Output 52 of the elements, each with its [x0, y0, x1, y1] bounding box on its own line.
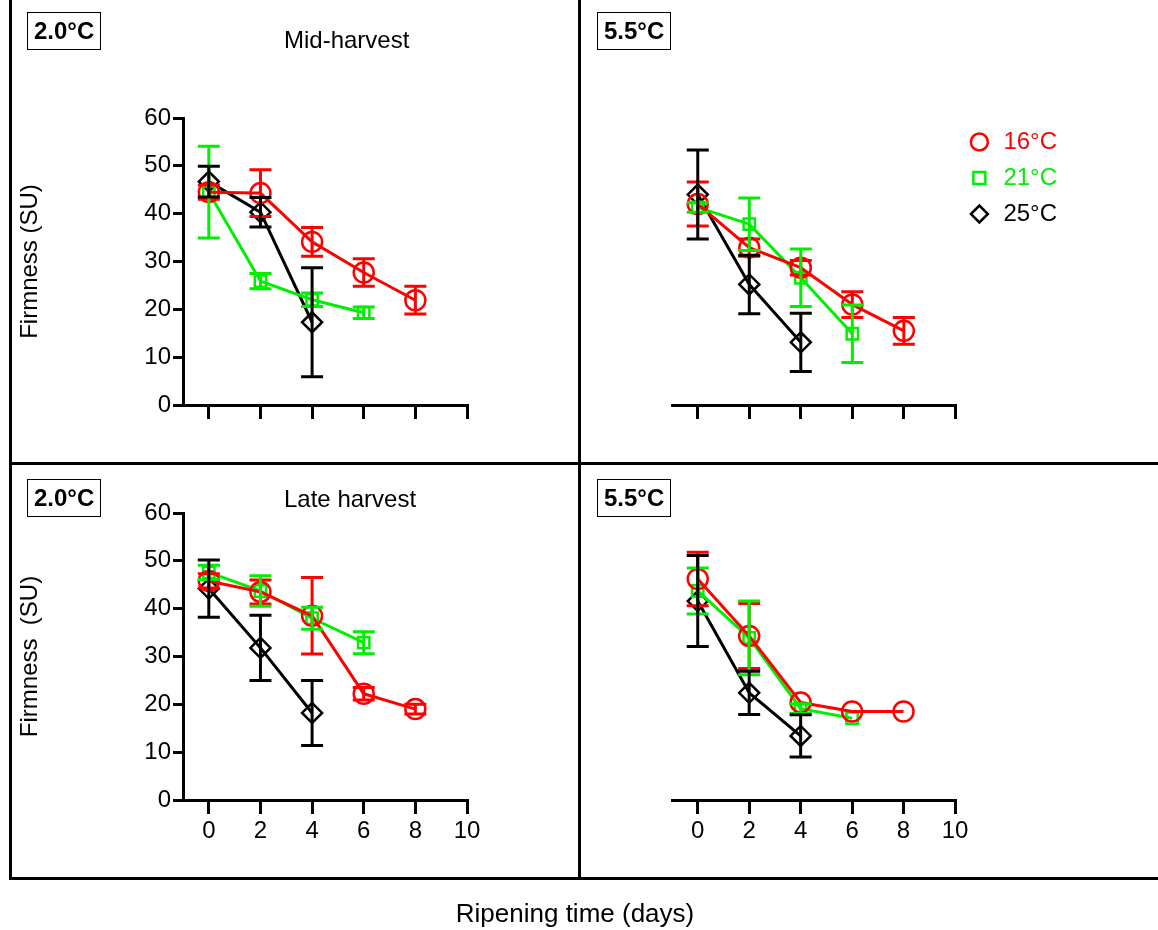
y-tick-label: 30	[144, 641, 171, 669]
x-tick-label: 2	[253, 816, 268, 844]
y-tick-label: 50	[144, 545, 171, 573]
point	[840, 700, 864, 723]
point	[737, 681, 761, 705]
chart-subtitle: 2.0°C	[27, 12, 102, 50]
point	[845, 326, 860, 341]
point	[737, 624, 761, 648]
x-tick-label: 10	[941, 816, 969, 844]
x-tick-label: 6	[845, 816, 859, 844]
point	[300, 701, 324, 725]
x-tick-label: 4	[793, 816, 808, 844]
point	[300, 311, 324, 334]
y-tick-label: 10	[144, 341, 171, 369]
point	[738, 273, 761, 296]
x-tick-label: 8	[896, 816, 911, 844]
y-tick-label: 0	[157, 389, 171, 417]
chart-title: Mid-harvest	[284, 26, 410, 54]
point	[249, 636, 272, 660]
point	[404, 289, 427, 312]
point	[789, 331, 813, 354]
y-tick-label: 20	[144, 688, 171, 716]
y-axis-title: Firmness (SU)	[15, 184, 43, 339]
point	[356, 635, 371, 650]
y-tick-label: 60	[144, 102, 171, 130]
y-tick-label: 60	[144, 497, 171, 525]
y-tick-label: 50	[144, 150, 171, 178]
x-axis-title: Ripening time (days)	[454, 898, 696, 929]
y-tick-label: 40	[144, 593, 171, 621]
legend-label: 25°C	[1003, 198, 1057, 226]
chart-title: Late harvest	[284, 485, 417, 513]
y-tick-label: 10	[144, 736, 171, 764]
legend-label: 21°C	[1003, 162, 1057, 190]
y-tick-label: 20	[144, 293, 171, 321]
y-tick-label: 40	[144, 198, 171, 226]
x-tick-label: 0	[202, 816, 216, 844]
x-tick-label: 4	[305, 816, 319, 844]
point	[789, 724, 812, 748]
legend-label: 16°C	[1003, 126, 1057, 154]
x-tick-label: 10	[453, 816, 481, 844]
point	[892, 700, 915, 723]
x-tick-label: 2	[742, 816, 756, 844]
point	[742, 217, 757, 232]
chart-subtitle: 2.0°C	[27, 479, 102, 517]
x-tick-label: 6	[357, 816, 371, 844]
chart-subtitle: 5.5°C	[597, 479, 672, 517]
y-tick-label: 0	[157, 784, 171, 812]
y-tick-label: 30	[144, 246, 171, 274]
chart-subtitle: 5.5°C	[597, 12, 672, 50]
x-tick-label: 8	[408, 816, 423, 844]
y-axis-title: Firmness (SU)	[15, 575, 43, 738]
x-tick-label: 0	[691, 816, 705, 844]
